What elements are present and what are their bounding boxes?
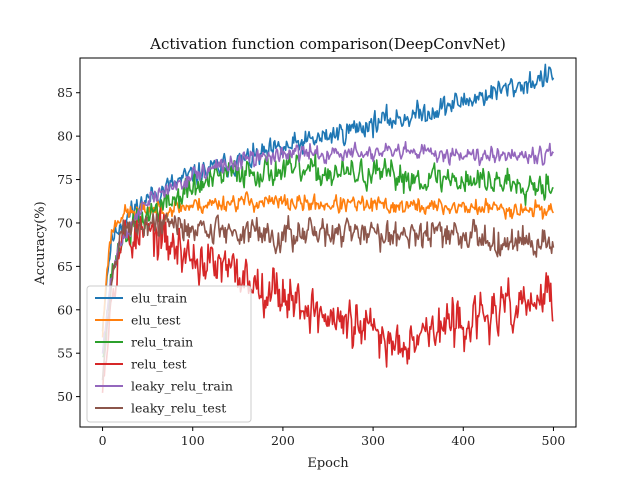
x-tick-label: 200 [271, 433, 295, 448]
x-axis-label: Epoch [307, 456, 349, 471]
legend-label: relu_train [131, 335, 193, 350]
plot-lines [101, 63, 555, 393]
series-line-leaky-relu-train [101, 140, 555, 354]
legend: elu_train elu_test relu_train relu_testleak… [86, 285, 252, 423]
x-tick-label: 400 [451, 433, 475, 448]
y-tick-label: 50 [57, 389, 73, 404]
chart-title: Activation function comparison(DeepConvN… [149, 35, 506, 53]
plot-frame [79, 57, 577, 428]
series-line-leaky-relu-test [101, 212, 555, 381]
y-tick-label: 60 [57, 302, 73, 317]
legend-label: elu_train [131, 291, 187, 306]
x-tick-label: 100 [181, 433, 205, 448]
y-tick-label: 80 [57, 129, 73, 144]
x-tick-label: 300 [361, 433, 385, 448]
x-tick-label: 0 [99, 433, 107, 448]
x-tick-label: 500 [542, 433, 566, 448]
y-axis-label: Accuracy(%) [33, 201, 48, 285]
legend-label: elu_test [131, 313, 181, 328]
series-line-elu-test [101, 191, 555, 338]
x-axis: 0 100 200 300 400 500 [99, 427, 566, 448]
y-tick-label: 75 [57, 172, 73, 187]
y-tick-label: 85 [57, 85, 73, 100]
series-line-relu-test [101, 207, 554, 393]
legend-label: relu_test [131, 357, 187, 372]
y-axis: 50 55 60 65 70 75 80 85 [57, 85, 80, 404]
y-tick-label: 55 [57, 346, 73, 361]
legend-label: leaky_relu_train [131, 379, 233, 394]
y-tick-label: 70 [57, 215, 73, 230]
series-line-relu-train [102, 150, 554, 358]
y-tick-label: 65 [57, 259, 73, 274]
legend-box [86, 285, 252, 423]
legend-label: leaky_relu_test [131, 401, 226, 416]
